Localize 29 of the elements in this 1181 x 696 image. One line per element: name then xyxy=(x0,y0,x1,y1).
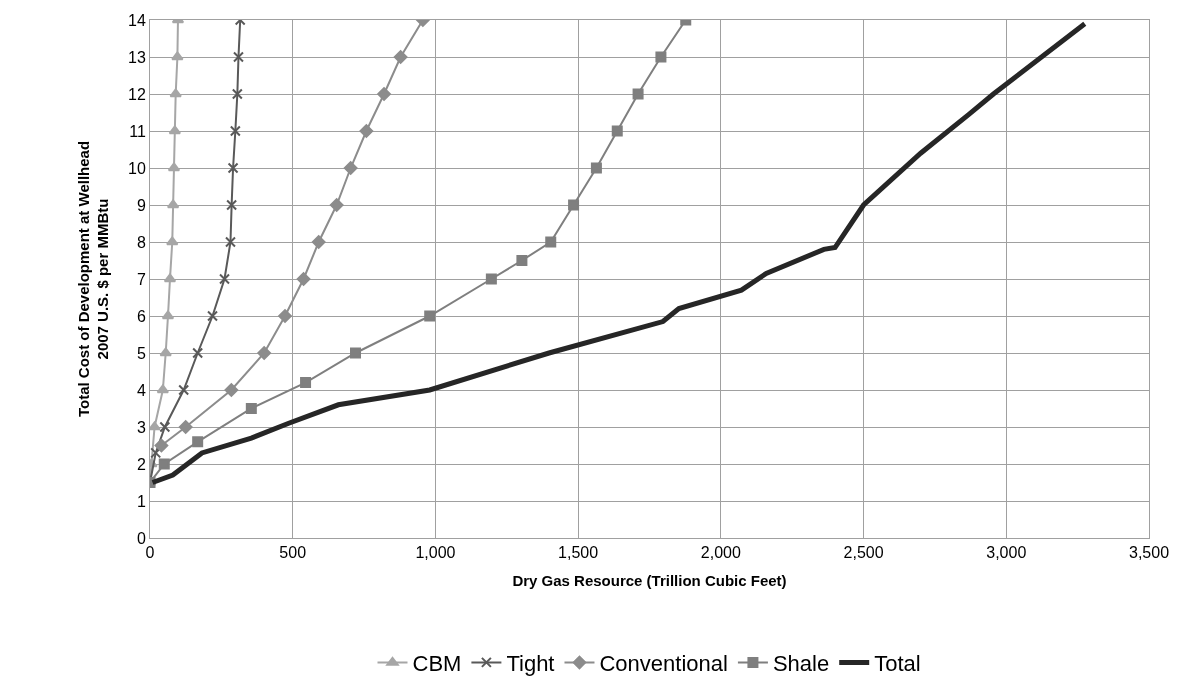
y-tick-label: 8 xyxy=(136,233,146,251)
y-tick-label: 13 xyxy=(128,48,146,66)
x-tick-label: 3,000 xyxy=(986,544,1027,562)
legend-label: Total xyxy=(874,650,921,676)
x-tick-label: 3,500 xyxy=(1128,544,1170,562)
y-tick-label: 10 xyxy=(128,159,146,177)
y-tick-label: 14 xyxy=(128,11,146,29)
y-tick-label: 1 xyxy=(136,492,146,510)
y-axis-title: Total Cost of Development at Wellhead 2007 U.S. $ per MMBtu xyxy=(74,140,112,418)
y-tick-label: 3 xyxy=(136,418,146,436)
legend-label: Conventional xyxy=(599,650,728,676)
y-tick-label: 2 xyxy=(136,455,146,473)
x-axis-title: Dry Gas Resource (Trillion Cubic Feet) xyxy=(512,572,787,590)
y-tick-label: 5 xyxy=(136,344,146,362)
y-tick-label: 4 xyxy=(136,381,146,399)
y-tick-label: 7 xyxy=(136,270,146,288)
y-tick-label: 6 xyxy=(136,307,146,325)
x-tick-label: 500 xyxy=(279,544,307,562)
x-tick-label: 1,000 xyxy=(415,544,456,562)
legend-label: Tight xyxy=(506,650,555,676)
x-tick-label: 1,500 xyxy=(558,544,599,562)
x-tick-label: 2,500 xyxy=(843,544,884,562)
legend-label: Shale xyxy=(772,650,830,676)
y-tick-label: 0 xyxy=(136,529,146,547)
legend-label: CBM xyxy=(412,650,462,676)
y-tick-label: 9 xyxy=(136,196,146,214)
x-tick-label: 2,000 xyxy=(700,544,741,562)
y-tick-label: 11 xyxy=(129,122,146,140)
y-tick-label: 12 xyxy=(128,85,146,103)
